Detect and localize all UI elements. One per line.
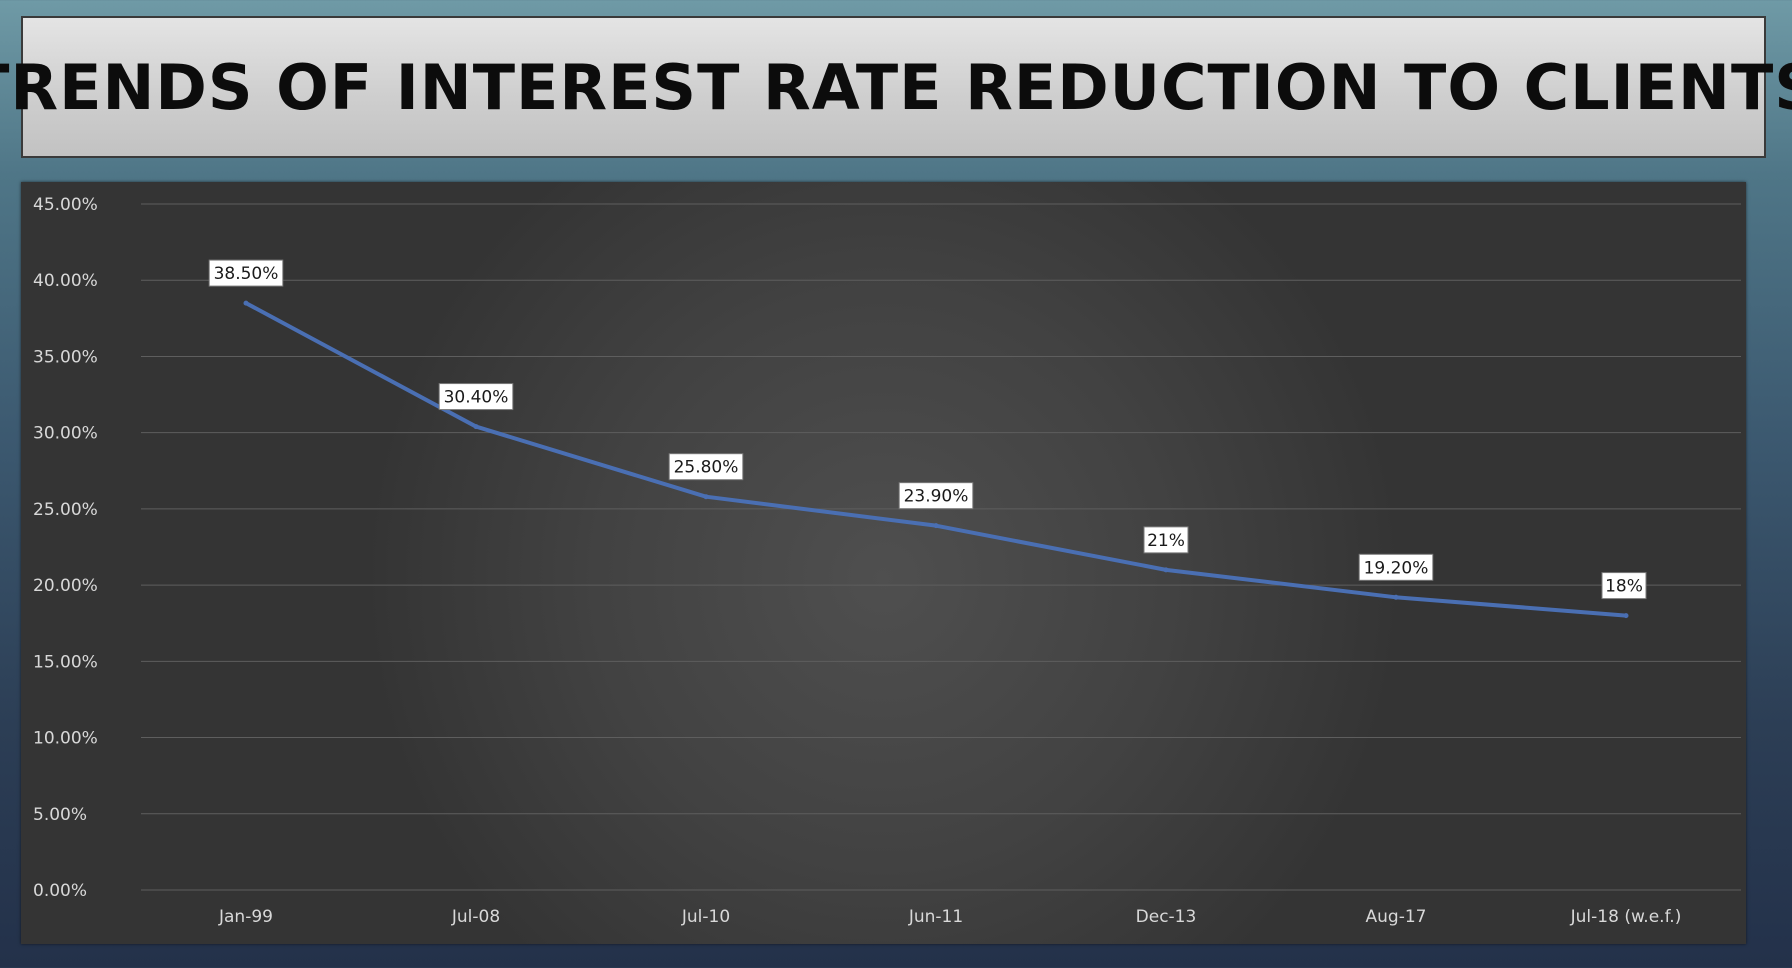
x-tick-label: Aug-17 — [1366, 907, 1427, 927]
data-point — [473, 424, 479, 430]
data-label-box — [898, 482, 974, 510]
x-axis-ticks: Jan-99 Jul-08 Jul-10 Jun-11 Dec-13 Aug-17 Jul-… — [218, 907, 1681, 927]
x-tick-label: Jan-99 — [218, 907, 273, 927]
data-label-text: 23.90% — [904, 487, 969, 507]
y-tick-label: 40.00% — [33, 271, 98, 291]
x-tick-label: Dec-13 — [1136, 907, 1197, 927]
chart-title: TRENDS OF INTEREST RATE REDUCTION TO CLI… — [0, 50, 1792, 124]
title-banner: TRENDS OF INTEREST RATE REDUCTION TO CLI… — [0, 16, 1792, 158]
data-label-box — [1601, 572, 1647, 600]
data-point — [703, 494, 709, 500]
gridlines — [141, 203, 1741, 891]
y-tick-label: 15.00% — [33, 652, 98, 672]
data-label: 30.40% — [438, 383, 514, 411]
y-tick-label: 20.00% — [33, 576, 98, 596]
data-label: 19.20% — [1358, 553, 1434, 581]
data-point — [243, 300, 249, 306]
y-tick-label: 0.00% — [33, 881, 87, 901]
y-tick-label: 30.00% — [33, 424, 98, 444]
x-tick-label: Jun-11 — [908, 907, 963, 927]
data-label: 25.80% — [668, 453, 744, 481]
data-label-text: 19.20% — [1364, 558, 1429, 578]
data-label-text: 30.40% — [444, 388, 509, 408]
x-tick-label: Jul-10 — [681, 907, 730, 927]
data-label-box — [208, 259, 284, 287]
y-axis-ticks: 0.00% 5.00% 10.00% 15.00% 20.00% 25.00% 30.00%… — [33, 195, 98, 901]
y-tick-label: 35.00% — [33, 347, 98, 367]
data-labels: 38.50% 30.40% 25.80% 23.90% 21% 19.20% 18% — [208, 259, 1647, 600]
chart-panel: 0.00% 5.00% 10.00% 15.00% 20.00% 25.00% 30.00%… — [21, 182, 1746, 944]
data-label: 21% — [1143, 526, 1189, 554]
data-label: 18% — [1601, 572, 1647, 600]
data-point — [1163, 567, 1169, 573]
x-tick-label: Jul-18 (w.e.f.) — [1570, 907, 1682, 927]
data-label: 38.50% — [208, 259, 284, 287]
data-point — [1393, 594, 1399, 600]
data-label-box — [668, 453, 744, 481]
data-label-text: 21% — [1147, 531, 1185, 551]
y-tick-label: 10.00% — [33, 729, 98, 749]
data-label-box — [438, 383, 514, 411]
y-tick-label: 25.00% — [33, 500, 98, 520]
data-point — [933, 523, 939, 529]
series-line-group — [243, 300, 1629, 619]
data-point — [1623, 613, 1629, 619]
line-chart: 0.00% 5.00% 10.00% 15.00% 20.00% 25.00% 30.00%… — [33, 195, 1741, 927]
data-label-text: 25.80% — [674, 458, 739, 478]
data-label-box — [1143, 526, 1189, 554]
data-label: 23.90% — [898, 482, 974, 510]
data-label-text: 18% — [1605, 577, 1643, 597]
y-tick-label: 45.00% — [33, 195, 98, 215]
data-label-box — [1358, 553, 1434, 581]
data-label-text: 38.50% — [214, 264, 279, 284]
x-tick-label: Jul-08 — [451, 907, 500, 927]
y-tick-label: 5.00% — [33, 805, 87, 825]
